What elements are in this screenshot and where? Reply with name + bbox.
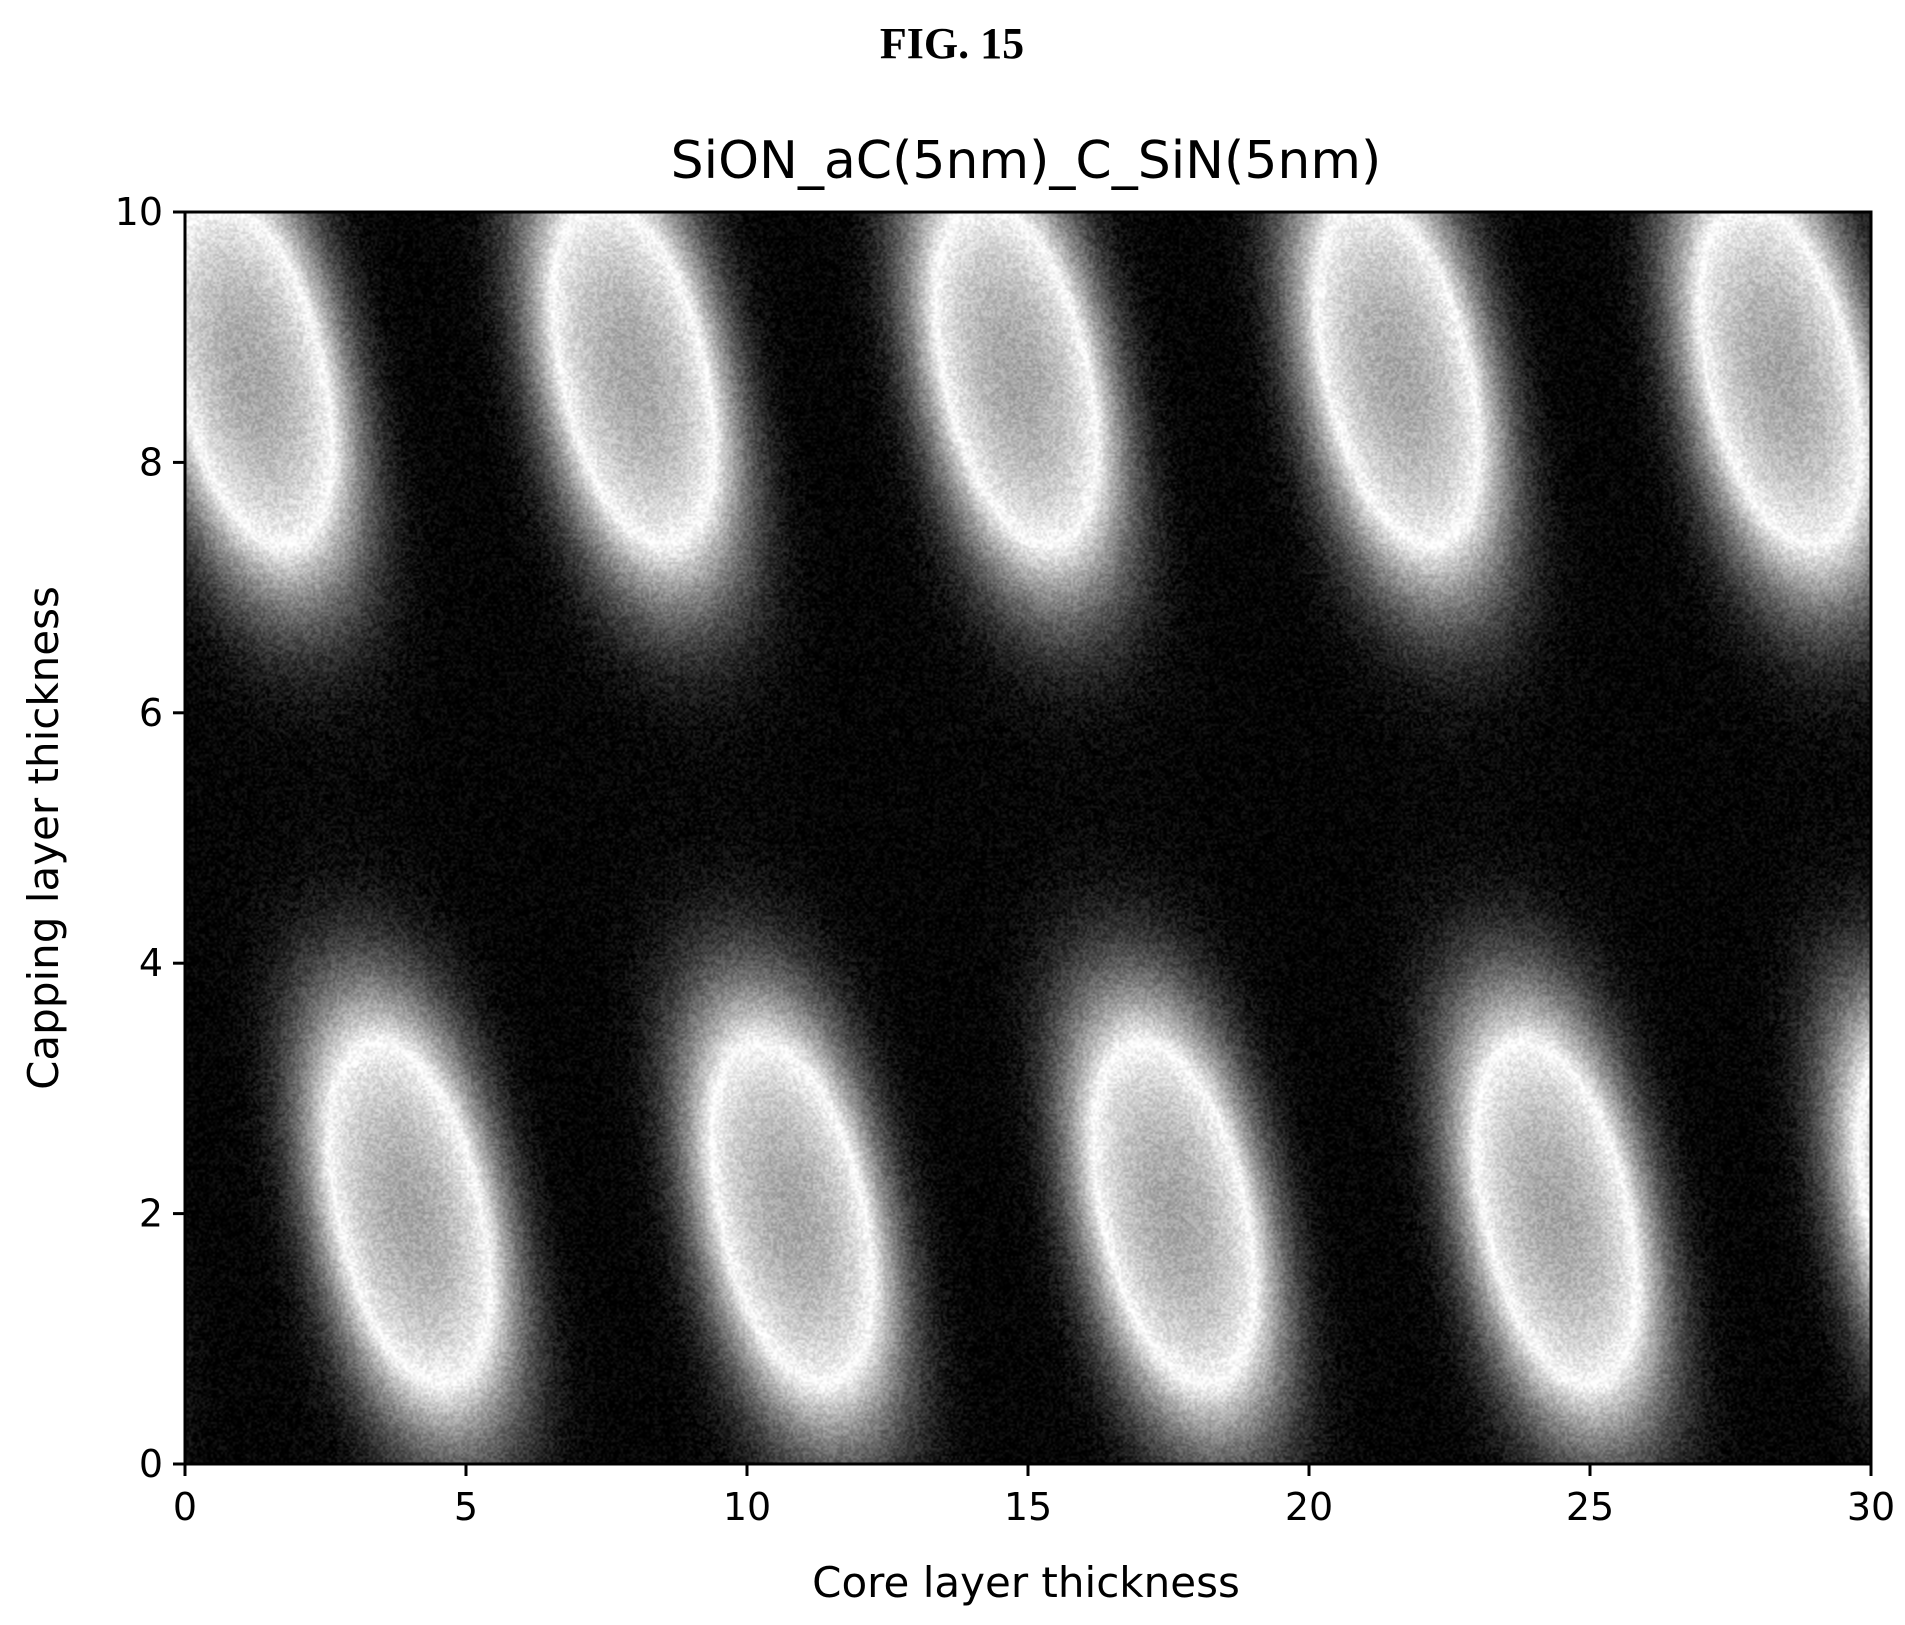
y-tick-label: 2 [139, 1192, 163, 1236]
y-tick-label: 4 [139, 941, 163, 985]
figure-label: FIG. 15 [880, 19, 1024, 68]
y-tick-label: 8 [139, 440, 163, 484]
heatmap-image-container [185, 212, 1871, 1464]
chart-title: SiON_aC(5nm)_C_SiN(5nm) [671, 131, 1382, 191]
x-tick-label: 20 [1285, 1485, 1333, 1529]
x-tick-label: 30 [1847, 1485, 1895, 1529]
x-axis: 0 5 10 15 20 25 30 [173, 1464, 1895, 1529]
x-tick-label: 0 [173, 1485, 197, 1529]
x-tick-label: 15 [1004, 1485, 1052, 1529]
y-tick-label: 0 [139, 1442, 163, 1486]
x-tick-label: 10 [723, 1485, 771, 1529]
y-axis-label: Capping layer thickness [19, 586, 68, 1090]
heatmap-image [185, 212, 1871, 1464]
y-axis: 0 2 4 6 8 10 [115, 190, 185, 1486]
y-tick-label: 10 [115, 190, 163, 234]
x-tick-label: 5 [454, 1485, 478, 1529]
plot-area [185, 212, 1871, 1464]
x-axis-label: Core layer thickness [812, 1558, 1240, 1607]
y-tick-label: 6 [139, 691, 163, 735]
x-tick-label: 25 [1566, 1485, 1614, 1529]
